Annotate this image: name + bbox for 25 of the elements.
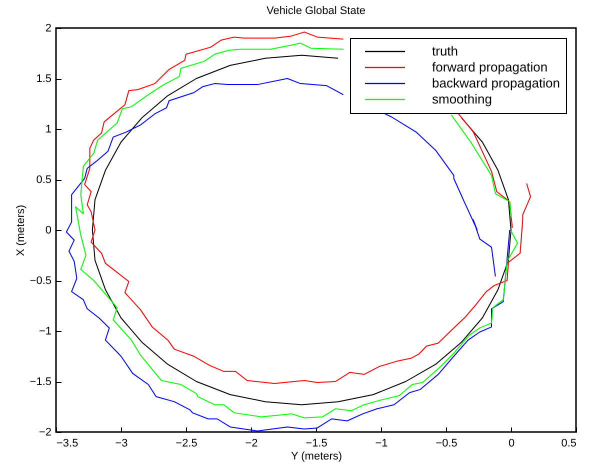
x-tick-label: −2.5	[176, 438, 198, 450]
x-tick-label: −1.5	[306, 438, 328, 450]
y-tick-label: −1	[38, 326, 52, 338]
x-tick-label: 0.5	[561, 438, 576, 450]
x-axis-title: Y (meters)	[290, 450, 342, 462]
y-tick-label: 0.5	[36, 174, 52, 186]
x-tick-label: −1	[375, 438, 388, 450]
y-axis-title: X (meters)	[14, 204, 27, 256]
y-tick-label: −2	[38, 426, 52, 438]
x-tick-label: −2	[245, 438, 258, 450]
y-tick-label: 1.5	[36, 73, 52, 85]
legend-label: forward propagation	[432, 60, 548, 74]
y-tick-label: 0	[45, 224, 52, 236]
legend-label: truth	[432, 44, 458, 58]
x-tick-label: 0	[508, 438, 515, 450]
legend-label: smoothing	[432, 92, 492, 106]
y-tick-label: 2	[45, 22, 52, 34]
x-tick-label: −3.5	[56, 438, 78, 450]
x-tick-label: −0.5	[436, 438, 458, 450]
legend-label: backward propagation	[432, 76, 560, 90]
y-tick-label: −0.5	[30, 275, 52, 287]
chart-title: Vehicle Global State	[266, 5, 366, 17]
y-tick-label: −1.5	[30, 376, 52, 388]
x-tick-label: −3	[115, 438, 128, 450]
y-tick-label: 1	[45, 124, 52, 136]
